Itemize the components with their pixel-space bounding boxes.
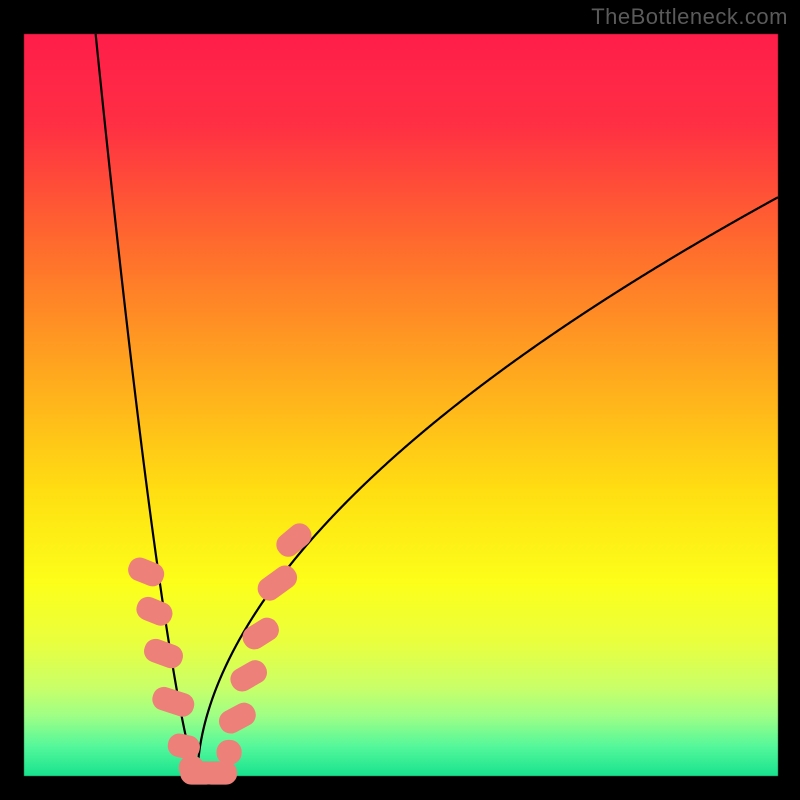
curve-marker xyxy=(239,614,282,653)
watermark-text: TheBottleneck.com xyxy=(591,4,788,30)
curve-marker xyxy=(227,657,270,695)
curve-marker xyxy=(217,740,241,764)
curve-marker xyxy=(134,594,175,628)
curve-marker xyxy=(254,562,301,605)
curve-marker xyxy=(125,555,166,589)
curve-markers xyxy=(0,0,800,800)
curve-marker xyxy=(150,685,197,719)
curve-marker xyxy=(141,636,185,670)
curve-marker xyxy=(216,699,259,736)
curve-marker xyxy=(272,519,315,560)
curve-marker xyxy=(200,762,236,784)
